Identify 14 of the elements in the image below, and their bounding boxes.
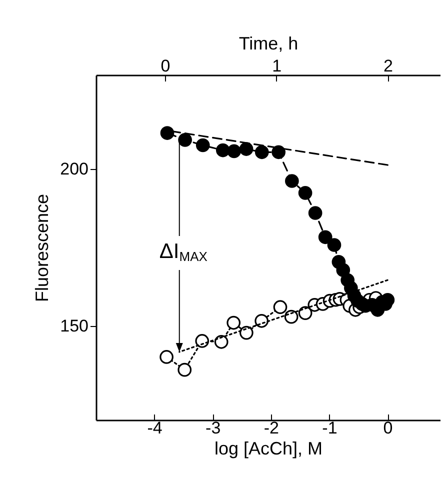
annotation: ΔI$_{MAX}$ bbox=[159, 240, 208, 264]
x2-tick-label: 0 bbox=[160, 56, 170, 76]
x2-tick-label: 1 bbox=[272, 56, 282, 76]
y-tick-label: 150 bbox=[60, 316, 88, 336]
x2-tick-label: 2 bbox=[383, 56, 393, 76]
x-tick-label: -4 bbox=[147, 418, 162, 438]
x2-axis-title: Time, h bbox=[238, 34, 298, 54]
x-tick-label: -2 bbox=[264, 418, 279, 438]
x-tick-label: 0 bbox=[383, 418, 393, 438]
x-axis-title: log [AcCh], M bbox=[214, 438, 323, 458]
x-tick-label: -3 bbox=[206, 418, 221, 438]
y-tick-label: 200 bbox=[60, 160, 88, 179]
y-axis-title: Fluorescence bbox=[32, 194, 52, 302]
x-tick-label: -1 bbox=[322, 418, 338, 438]
